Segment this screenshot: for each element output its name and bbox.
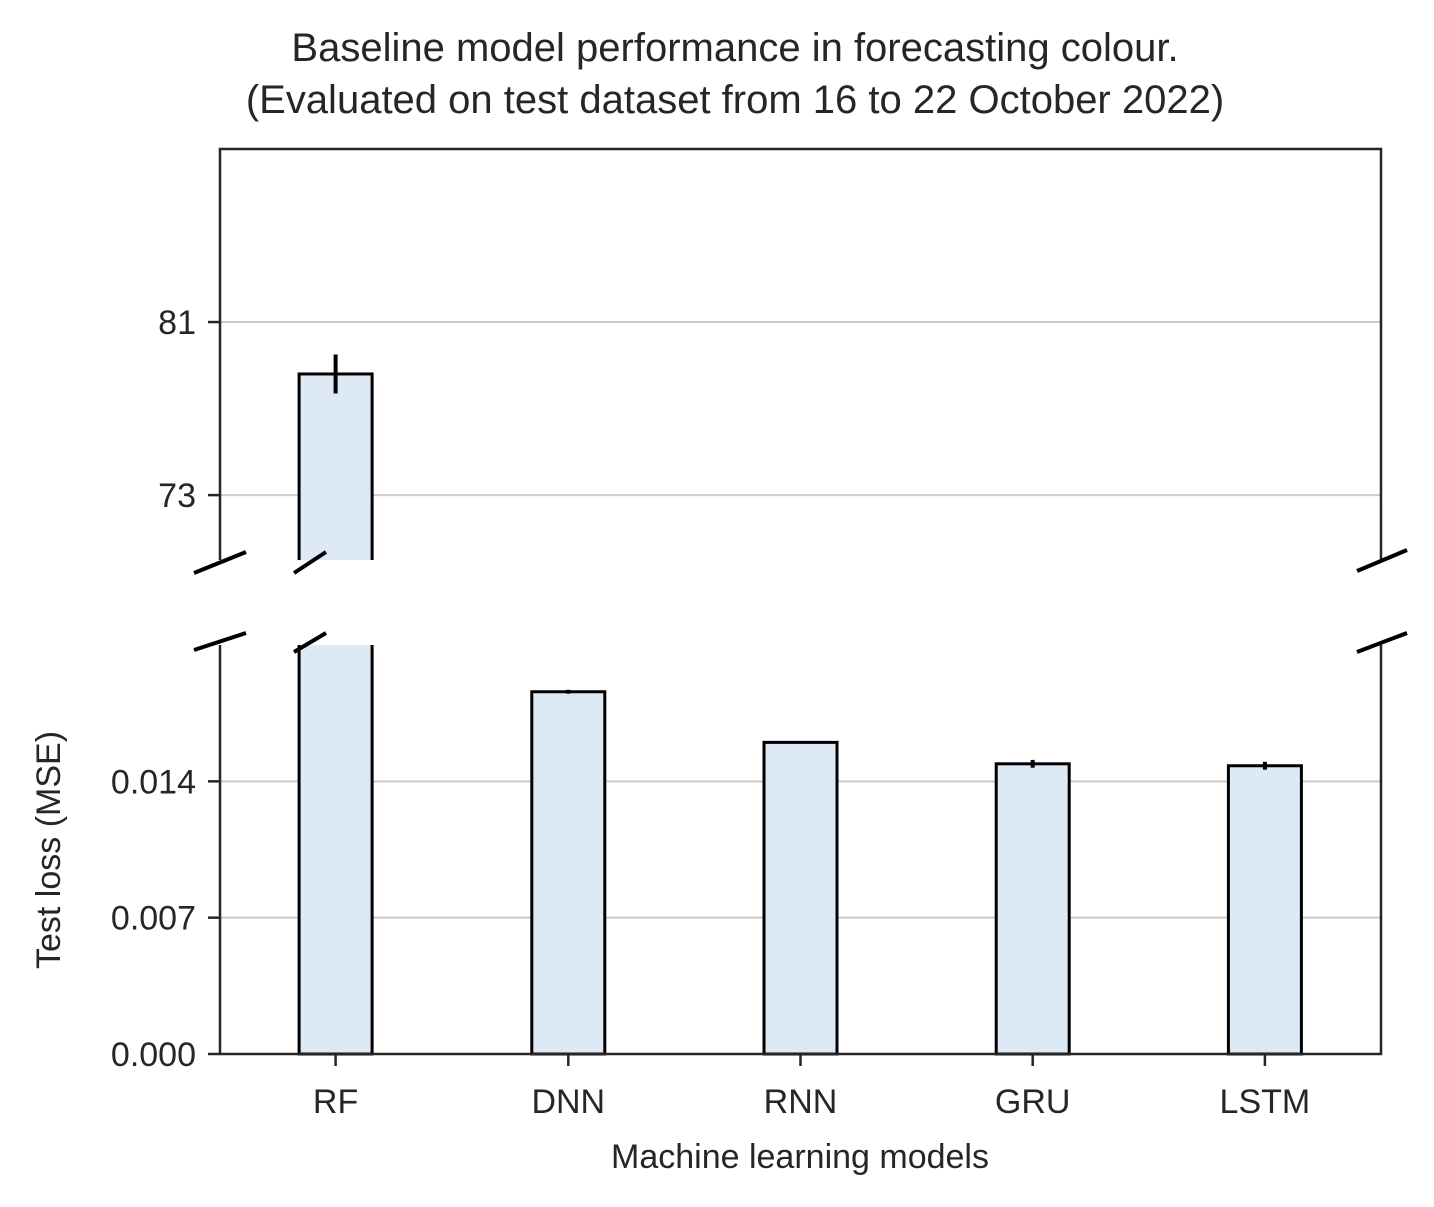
x-tick-label: DNN (531, 1083, 605, 1121)
y-tick-label: 81 (158, 304, 196, 342)
error-bars (333, 354, 1267, 770)
x-tick-label: RNN (764, 1083, 838, 1121)
axis-break-mark (1356, 548, 1408, 573)
bar-rf-upper (297, 372, 374, 572)
y-tick-label: 0.014 (111, 763, 196, 801)
bar-gru (994, 762, 1071, 1056)
axis-break-mark (193, 550, 247, 575)
bar-lstm (1226, 764, 1303, 1056)
x-tick-label: LSTM (1220, 1083, 1311, 1121)
x-tick-label: GRU (995, 1083, 1071, 1121)
y-tick-label: 73 (158, 477, 196, 515)
bar-rnn (762, 740, 839, 1056)
x-tick-label: RF (313, 1083, 358, 1121)
chart-title: Baseline model performance in forecastin… (291, 26, 1179, 70)
y-tick-label: 0.007 (111, 900, 196, 938)
bar-rf (297, 633, 374, 1056)
y-tick-label: 0.000 (111, 1036, 196, 1074)
ticks: 73 81 0.000 0.007 0.014 RF DNN RNN GRU LSTM (111, 304, 1310, 1121)
bars (297, 372, 1303, 1056)
axis-break-mark (292, 550, 328, 575)
x-axis-label: Machine learning models (611, 1138, 989, 1176)
axis-break-mark (193, 631, 247, 652)
axis-break-mark (1356, 631, 1408, 654)
axis-break-gap (180, 560, 1421, 645)
axis-break-mark (292, 631, 328, 654)
axes (180, 147, 1421, 1056)
upper-panel-frame (218, 147, 1383, 560)
y-axis-label: Test loss (MSE) (30, 731, 68, 969)
bar-dnn (530, 690, 607, 1056)
chart-subtitle: (Evaluated on test dataset from 16 to 22… (245, 78, 1225, 122)
